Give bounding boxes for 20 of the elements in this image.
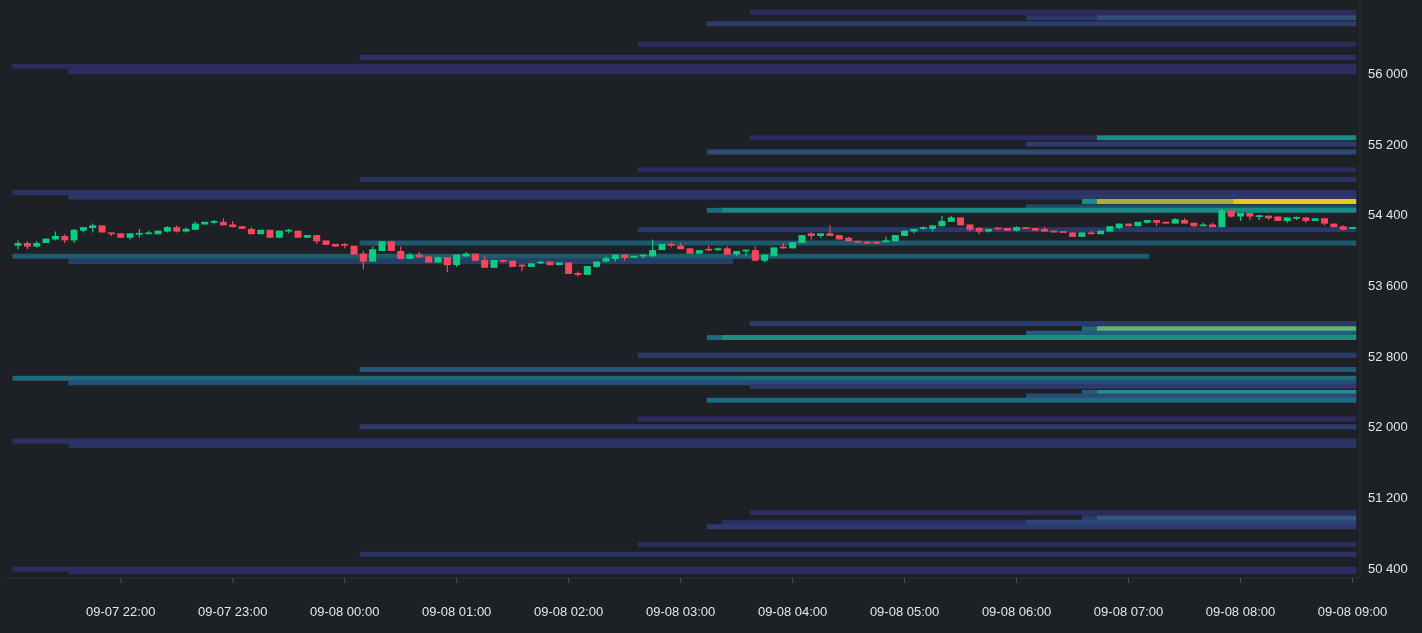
- y-tick-label: 56 000: [1368, 65, 1408, 81]
- y-tick-label: 51 200: [1368, 490, 1408, 506]
- x-tick-label: 09-08 01:00: [421, 604, 492, 619]
- x-tick-label: 09-08 04:00: [757, 604, 828, 619]
- y-tick-label: 55 200: [1368, 136, 1408, 152]
- x-tick-label: 09-08 07:00: [1093, 604, 1164, 619]
- y-tick-label: 52 000: [1368, 419, 1408, 435]
- x-tick-label: 09-08 03:00: [645, 604, 716, 619]
- y-tick-label: 50 400: [1368, 560, 1408, 576]
- x-tick-label: 09-08 00:00: [309, 604, 380, 619]
- y-tick-label: 53 600: [1368, 278, 1408, 294]
- x-tick-label: 09-07 23:00: [198, 604, 268, 619]
- x-tick-label: 09-08 09:00: [1317, 604, 1388, 619]
- y-tick-label: 52 800: [1368, 348, 1408, 364]
- y-tick-label: 54 400: [1368, 207, 1408, 223]
- x-tick-label: 09-08 05:00: [869, 604, 940, 619]
- x-tick-label: 09-08 06:00: [981, 604, 1052, 619]
- x-tick-label: 09-08 02:00: [533, 604, 604, 619]
- x-tick-label: 09-07 22:00: [86, 604, 156, 619]
- x-tick-label: 09-08 08:00: [1205, 604, 1276, 619]
